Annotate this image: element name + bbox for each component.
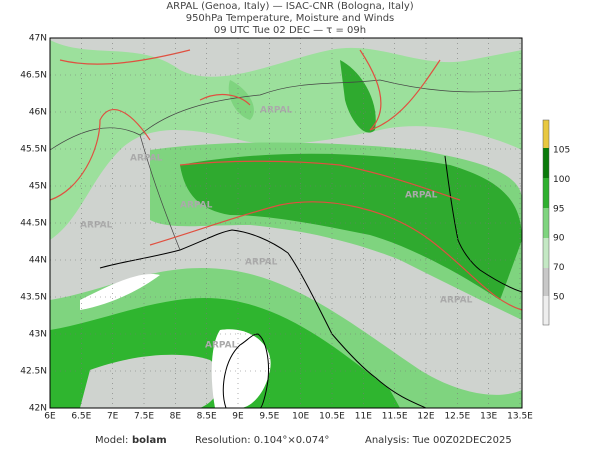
colorbar-label: 70 [553, 263, 565, 273]
x-tick-label: 10.5E [319, 412, 345, 422]
y-tick-label: 47N [29, 34, 47, 44]
watermark: ARPAL [245, 258, 278, 268]
watermark: ARPAL [260, 106, 293, 116]
x-tick-label: 7.5E [134, 412, 154, 422]
footer-resolution: Resolution: 0.104°×0.074° [195, 435, 329, 446]
x-tick-label: 6.5E [71, 412, 91, 422]
colorbar-label: 50 [553, 293, 565, 303]
x-tick-label: 7E [107, 412, 119, 422]
x-tick-label: 11.5E [382, 412, 408, 422]
y-tick-label: 44.5N [20, 219, 47, 229]
grid [50, 38, 522, 408]
y-tick-label: 42.5N [20, 367, 47, 377]
footer-analysis: Analysis: Tue 00Z02DEC2025 [365, 435, 512, 446]
x-tick-label: 13.5E [507, 412, 533, 422]
x-tick-label: 12E [417, 412, 434, 422]
x-tick-label: 12.5E [444, 412, 470, 422]
y-tick-label: 44N [29, 256, 47, 266]
y-tick-label: 42N [29, 404, 47, 414]
watermark: ARPAL [180, 201, 213, 211]
map-field: ARPAL ARPAL ARPAL ARPAL ARPAL ARPAL ARPAL ARPAL [50, 38, 522, 408]
watermark: ARPAL [440, 296, 473, 306]
map-frame [49, 37, 523, 409]
x-tick-label: 11E [355, 412, 372, 422]
x-tick-label: 10E [292, 412, 309, 422]
y-tick-label: 43N [29, 330, 47, 340]
x-tick-label: 13E [480, 412, 497, 422]
watermark: ARPAL [80, 221, 113, 231]
watermark: ARPAL [130, 154, 163, 164]
watermark: ARPAL [405, 191, 438, 201]
x-tick-label: 8.5E [197, 412, 217, 422]
x-tick-label: 8E [170, 412, 182, 422]
y-tick-label: 43.5N [20, 293, 47, 303]
colorbar-label: 90 [553, 234, 565, 244]
colorbar: 105 100 95 90 70 50 [542, 119, 570, 326]
footer-model: bolam [132, 435, 167, 446]
y-tick-label: 45.5N [20, 145, 47, 155]
header-line: 950hPa Temperature, Moisture and Winds [186, 13, 395, 24]
header-line: ARPAL (Genoa, Italy) — ISAC-CNR (Bologna… [166, 1, 413, 12]
watermark: ARPAL [205, 341, 238, 351]
x-tick-label: 6E [44, 412, 56, 422]
x-tick-label: 9E [232, 412, 244, 422]
footer-label: Model: [95, 435, 128, 446]
y-tick-label: 45N [29, 182, 47, 192]
y-tick-label: 46N [29, 108, 47, 118]
colorbar-label: 105 [553, 146, 570, 156]
header-line: 09 UTC Tue 02 DEC — τ = 09h [214, 25, 366, 36]
colorbar-label: 100 [553, 175, 570, 185]
watermarks: ARPAL ARPAL ARPAL ARPAL ARPAL ARPAL ARPAL ARPAL [80, 106, 473, 351]
y-tick-label: 46.5N [20, 71, 47, 81]
colorbar-label: 95 [553, 204, 564, 214]
x-tick-label: 9.5E [259, 412, 279, 422]
